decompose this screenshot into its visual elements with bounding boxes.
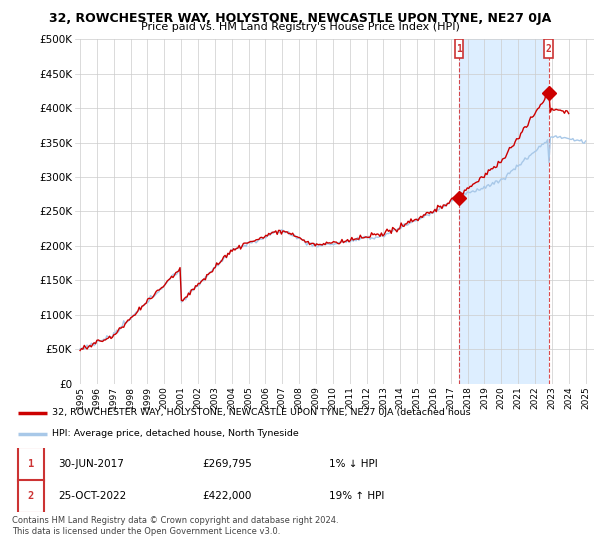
Text: Contains HM Land Registry data © Crown copyright and database right 2024.
This d: Contains HM Land Registry data © Crown c… xyxy=(12,516,338,536)
Text: 1% ↓ HPI: 1% ↓ HPI xyxy=(329,459,377,469)
FancyBboxPatch shape xyxy=(18,479,44,513)
Text: Price paid vs. HM Land Registry's House Price Index (HPI): Price paid vs. HM Land Registry's House … xyxy=(140,22,460,32)
Bar xyxy=(459,39,548,384)
Text: 1: 1 xyxy=(456,44,462,54)
Text: HPI: Average price, detached house, North Tyneside: HPI: Average price, detached house, Nort… xyxy=(52,430,299,438)
FancyBboxPatch shape xyxy=(455,39,463,58)
Text: 1: 1 xyxy=(28,459,34,469)
Text: 2: 2 xyxy=(545,44,551,54)
Text: 32, ROWCHESTER WAY, HOLYSTONE, NEWCASTLE UPON TYNE, NE27 0JA: 32, ROWCHESTER WAY, HOLYSTONE, NEWCASTLE… xyxy=(49,12,551,25)
Text: 19% ↑ HPI: 19% ↑ HPI xyxy=(329,491,384,501)
Text: 2: 2 xyxy=(28,491,34,501)
Text: £422,000: £422,000 xyxy=(202,491,251,501)
Text: 25-OCT-2022: 25-OCT-2022 xyxy=(58,491,127,501)
Text: £269,795: £269,795 xyxy=(202,459,252,469)
FancyBboxPatch shape xyxy=(18,447,44,481)
FancyBboxPatch shape xyxy=(544,39,553,58)
Text: 32, ROWCHESTER WAY, HOLYSTONE, NEWCASTLE UPON TYNE, NE27 0JA (detached hous: 32, ROWCHESTER WAY, HOLYSTONE, NEWCASTLE… xyxy=(52,408,471,417)
Text: 30-JUN-2017: 30-JUN-2017 xyxy=(58,459,124,469)
